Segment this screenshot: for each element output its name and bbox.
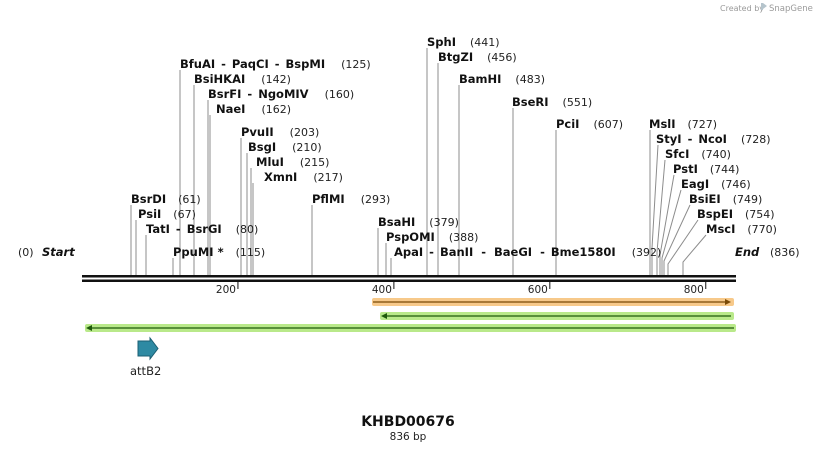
site-label[interactable]: BsiEI (749)	[689, 192, 762, 206]
site-label[interactable]: PciI (607)	[556, 117, 623, 131]
site-label[interactable]: BsaHI (379)	[378, 215, 459, 229]
leader-line	[656, 159, 666, 276]
feature-attB2[interactable]: attB2	[130, 336, 161, 378]
backbone-top-strand	[82, 275, 736, 278]
site-label[interactable]: XmnI (217)	[264, 170, 343, 184]
site-label[interactable]: TatI - BsrGI (80)	[146, 222, 258, 236]
snapgene-credit: Created by SnapGene	[720, 3, 813, 14]
ruler-tick-label: 600	[528, 284, 548, 296]
credit-brand: SnapGene	[769, 4, 813, 14]
site-label[interactable]: PstI (744)	[673, 162, 739, 176]
site-label[interactable]: NaeI (162)	[216, 102, 291, 116]
site-label[interactable]: BsrFI - NgoMIV (160)	[208, 87, 354, 101]
site-label[interactable]: StyI - NcoI (728)	[656, 132, 771, 146]
feature-orange-bar[interactable]	[372, 298, 734, 306]
backbone-bottom-strand	[82, 279, 736, 282]
end-position: (836)	[770, 246, 800, 259]
start-position: (0)	[18, 246, 34, 259]
site-label[interactable]: BfuAI - PaqCI - BspMI (125)	[180, 57, 371, 71]
site-label[interactable]: PflMI (293)	[312, 192, 390, 206]
sequence-name: KHBD00676	[361, 414, 455, 430]
credit-prefix: Created by	[720, 4, 764, 13]
site-label[interactable]: BtgZI (456)	[438, 50, 517, 64]
arrow-right-icon	[725, 299, 731, 305]
site-label[interactable]: MslI (727)	[649, 117, 717, 131]
site-label[interactable]: PvuII (203)	[241, 125, 319, 139]
start-label: Start	[42, 245, 75, 259]
attB2-label: attB2	[130, 364, 161, 378]
site-label[interactable]: BsrDI (61)	[131, 192, 201, 206]
site-label[interactable]: ApaI - BanII - BaeGI - Bme1580I (392)	[394, 245, 661, 259]
site-label[interactable]: BseRI (551)	[512, 95, 592, 109]
site-label[interactable]: BsgI (210)	[248, 140, 322, 154]
site-label[interactable]: MscI (770)	[706, 222, 777, 236]
site-label[interactable]: MluI (215)	[256, 155, 329, 169]
leader-line	[651, 144, 659, 276]
site-label[interactable]: PspOMI (388)	[386, 230, 478, 244]
feature-green-bar-long[interactable]	[85, 324, 736, 332]
site-label[interactable]: PpuMI * (115)	[173, 245, 265, 259]
site-label[interactable]: PsiI (67)	[138, 207, 196, 221]
site-label[interactable]: BamHI (483)	[459, 72, 545, 86]
arrow-left-icon	[86, 325, 92, 331]
feature-green-bar-short[interactable]	[380, 312, 734, 320]
sequence-backbone	[82, 275, 736, 282]
attB2-arrow-icon	[137, 336, 159, 361]
ruler-tick-label: 800	[684, 284, 704, 296]
leader-line	[667, 219, 699, 276]
site-label[interactable]: SphI (441)	[427, 35, 500, 49]
site-label[interactable]: BsiHKAI (142)	[194, 72, 291, 86]
end-label: End	[735, 245, 760, 259]
site-leader-lines	[130, 48, 707, 276]
leader-line	[661, 189, 682, 276]
site-label[interactable]: EagI (746)	[681, 177, 751, 191]
site-labels: BfuAI - PaqCI - BspMI (125) BsiHKAI (142) BsrF…	[131, 35, 777, 259]
site-label[interactable]: SfcI (740)	[665, 147, 731, 161]
arrow-left-icon	[381, 313, 387, 319]
site-label[interactable]: BspEI (754)	[697, 207, 775, 221]
leader-line	[659, 174, 675, 276]
leader-line	[663, 204, 691, 276]
leader-line	[682, 234, 707, 276]
ruler-tick-label: 400	[372, 284, 392, 296]
ruler-tick-label: 200	[216, 284, 236, 296]
ruler: 200 400 600 800	[216, 282, 707, 296]
sequence-length: 836 bp	[390, 431, 427, 443]
snapgene-logo-icon	[761, 3, 767, 10]
